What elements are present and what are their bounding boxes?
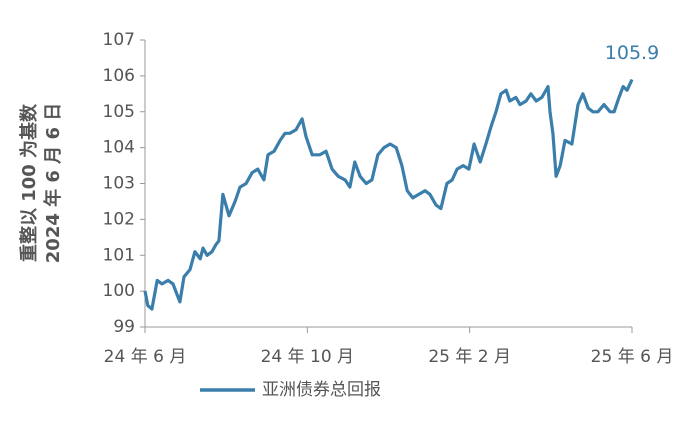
y-tick-label: 105 <box>103 102 135 122</box>
y-tick-label: 106 <box>103 66 135 86</box>
x-tick-label: 24 年 10 月 <box>261 347 354 367</box>
y-label-line: 2024 年 6 月 6 日 <box>42 103 64 263</box>
annotation: 105.9 <box>605 42 659 64</box>
line <box>143 78 634 311</box>
x-tick-label: 24 年 6 月 <box>104 347 187 367</box>
y-label-line: 重整以 100 为基数 <box>18 103 40 262</box>
y-tick-label: 104 <box>103 138 135 158</box>
y-axis-title: 重整以 100 为基数 2024 年 6 月 6 日 <box>18 103 64 263</box>
y-tick-label: 99 <box>113 317 135 337</box>
y-tick-label: 101 <box>103 245 135 265</box>
y-tick-label: 107 <box>103 30 135 50</box>
y-tick-label: 100 <box>103 281 135 301</box>
x-tick-label: 25 年 6 月 <box>591 347 674 367</box>
x-tick-label: 25 年 2 月 <box>428 347 511 367</box>
y-tick-label: 103 <box>103 174 135 194</box>
legend-label: 亚洲债券总回报 <box>262 380 381 400</box>
y-tick-label: 102 <box>103 209 135 229</box>
